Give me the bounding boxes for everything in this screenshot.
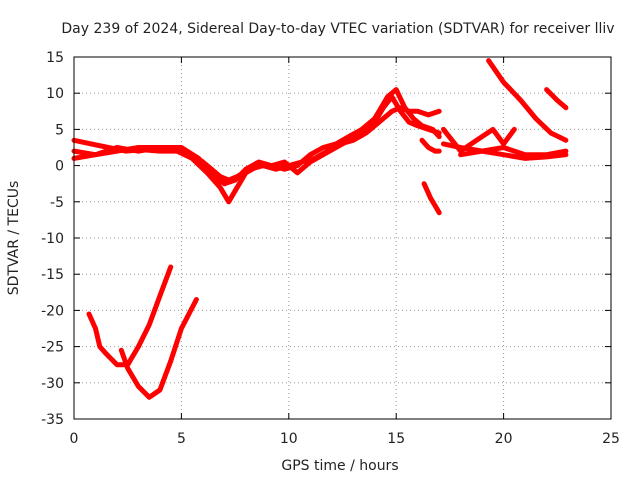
x-tick-label: 10 [280, 431, 298, 447]
series-line-4 [419, 137, 442, 154]
series-line-9 [486, 58, 569, 143]
y-tick-label: -30 [41, 376, 64, 392]
y-axis-label: SDTVAR / TECUs [6, 181, 22, 296]
x-tick-label: 0 [70, 431, 79, 447]
y-tick-label: -20 [41, 303, 64, 319]
chart-title: Day 239 of 2024, Sidereal Day-to-day VTE… [61, 21, 614, 37]
x-tick-label: 5 [177, 431, 186, 447]
y-tick-label: -25 [41, 340, 64, 356]
y-tick-label: -15 [41, 267, 64, 283]
y-tick-label: 0 [55, 159, 64, 175]
series-line-10 [544, 87, 569, 111]
series-line-3 [71, 94, 442, 187]
y-tick-label: -5 [50, 195, 64, 211]
x-tick-label: 15 [387, 431, 405, 447]
grid [74, 57, 611, 419]
y-tick-label: -35 [41, 412, 64, 428]
series-line-5 [421, 181, 442, 216]
series-line-8 [458, 145, 569, 158]
y-tick-label: -10 [41, 231, 64, 247]
x-axis-label: GPS time / hours [281, 458, 398, 474]
series-line-11 [86, 264, 174, 368]
y-tick-label: 15 [46, 50, 64, 66]
x-tick-label: 20 [495, 431, 513, 447]
y-tick-label: 10 [46, 86, 64, 102]
series-line-12 [118, 297, 199, 400]
x-tick-label: 25 [602, 431, 620, 447]
series-line-7 [441, 126, 517, 154]
ticks: 0 5 10 15 20 25 15 10 5 0 -5 -10 -15 -20 -25 -30 -35 [41, 50, 620, 447]
y-tick-label: 5 [55, 122, 64, 138]
series-layer [71, 58, 569, 400]
